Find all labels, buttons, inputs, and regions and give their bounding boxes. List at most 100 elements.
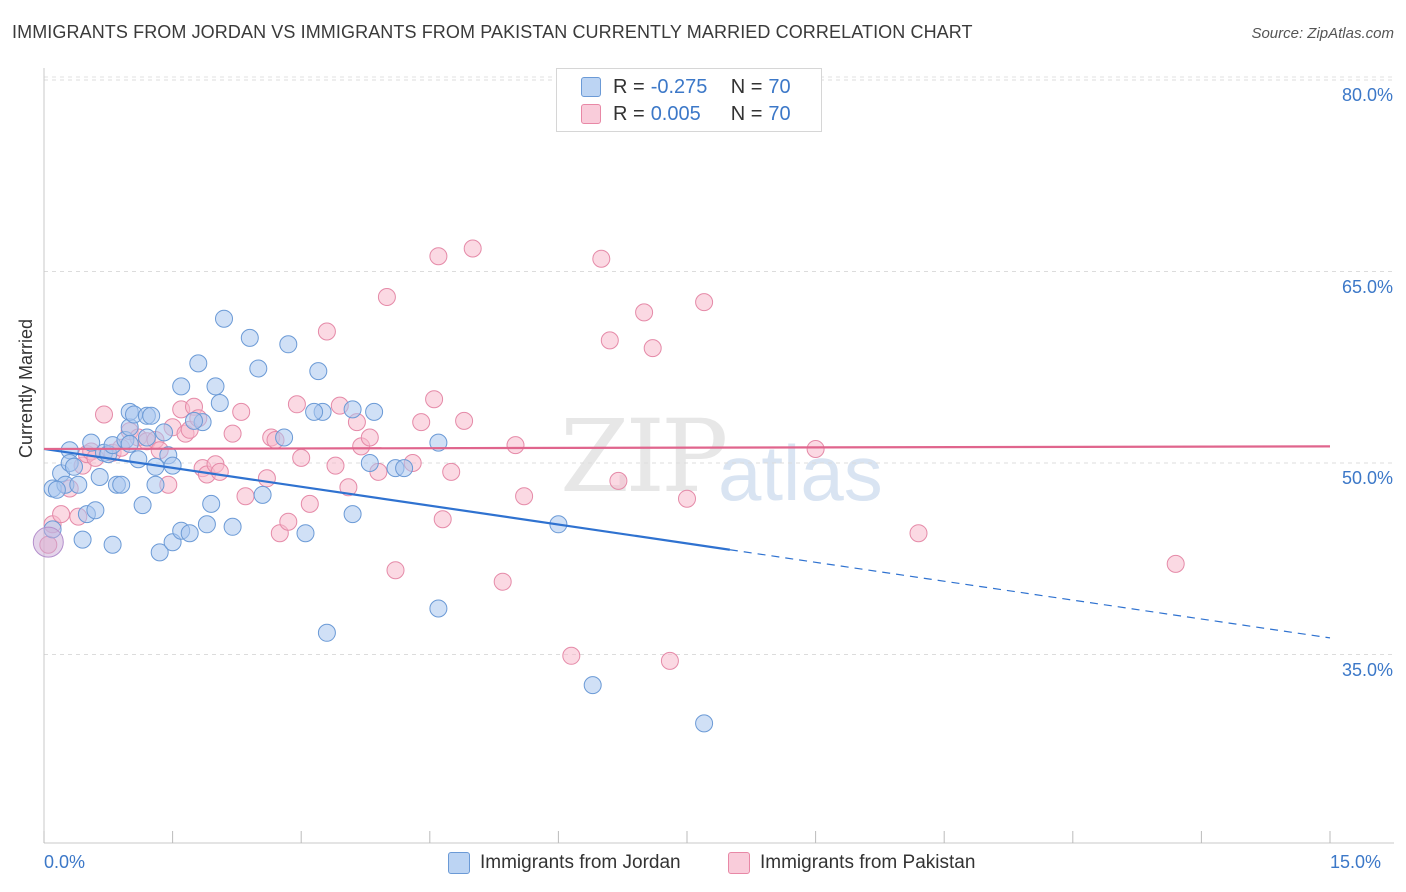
jordan-point [206,377,225,396]
jordan-point [279,335,298,354]
pakistan-point [592,249,611,268]
pakistan-point [515,487,534,506]
jordan-swatch [581,77,601,97]
jordan-legend-swatch [448,852,470,874]
grid-layer [44,76,1394,655]
pakistan-point [279,512,298,531]
series-legend: Immigrants from Jordan Immigrants from P… [0,852,1406,876]
pakistan-point [806,440,825,458]
jordan-point [275,428,294,447]
pakistan-legend-swatch [728,852,750,874]
jordan-point [150,543,169,562]
jordan-trend-line [43,447,731,551]
watermark-zip: ZIP [560,398,728,515]
correlation-legend: R = -0.275 N = 70 R = 0.005 N = 70 [556,68,822,132]
pakistan-point [223,424,242,443]
x-min-label: 0.0% [44,852,86,872]
jordan-point [309,362,328,381]
pakistan-point [463,239,482,258]
pakistan-point [678,489,696,508]
legend-row-pakistan: R = 0.005 N = 70 [581,102,791,126]
jordan-point [429,433,448,452]
jordan-point [137,428,156,447]
jordan-point [133,496,152,515]
legend-item-jordan[interactable]: Immigrants from Jordan [448,852,681,874]
pakistan-point [635,303,654,322]
legend-row-jordan: R = -0.275 N = 70 [581,75,791,99]
y-tick-label-2: 65.0% [1341,276,1393,297]
jordan-point [73,530,92,549]
jordan-point [65,457,83,476]
source-label: Source: ZipAtlas.com [1251,25,1394,42]
jordan-point [223,517,242,536]
jordan-trend-extension [729,549,1331,639]
pakistan-point [600,331,619,350]
jordan-point [47,480,66,499]
jordan-point [210,394,229,412]
y-tick-label-1: 50.0% [1341,468,1393,488]
jordan-point [695,714,714,733]
jordan-point [360,454,379,472]
pakistan-n-value: 70 [768,102,791,125]
pakistan-point [377,288,396,306]
jordan-point [146,475,165,494]
pakistan-point [257,469,276,488]
jordan-point [317,623,336,642]
pakistan-point [429,247,448,266]
jordan-point [215,309,233,328]
pakistan-point [360,428,379,447]
jordan-point [185,411,203,430]
jordan-point [129,450,148,469]
jordan-point [429,599,448,618]
jordan-point [90,468,109,486]
pakistan-point [386,561,405,580]
pakistan-point [455,411,474,430]
jordan-point [240,328,259,347]
axis-layer [43,68,1394,844]
pakistan-point [317,322,336,341]
pakistan-swatch [581,104,601,124]
pakistan-point [287,395,306,414]
pakistan-point [506,436,525,455]
jordan-point [155,423,173,442]
jordan-point [249,359,268,378]
pakistan-point [52,505,71,524]
pakistan-point [562,646,581,665]
jordan-point [112,475,131,494]
cluster-point [32,526,64,558]
series-pakistan-points [39,239,1185,670]
pakistan-trend-line [43,445,1331,451]
n-label: N = [730,75,763,98]
jordan-point [142,406,161,425]
jordan-legend-label: Immigrants from Jordan [480,852,681,873]
pakistan-point [232,402,251,421]
pakistan-point [442,462,461,481]
pakistan-point [210,462,229,481]
jordan-point [395,459,414,478]
pakistan-point [643,339,662,358]
jordan-point [103,535,122,554]
pakistan-point [95,405,113,424]
trend-layer [43,445,1331,639]
series-jordan-points [32,309,714,733]
jordan-point [69,475,88,494]
jordan-point [82,433,101,452]
watermark-atlas: atlas [718,429,883,517]
pakistan-point [695,293,714,312]
legend-item-pakistan[interactable]: Immigrants from Pakistan [728,852,975,874]
jordan-point [172,377,191,396]
pakistan-point [660,651,679,670]
pakistan-point [1166,554,1185,573]
pakistan-point [339,478,358,497]
pakistan-point [433,510,452,529]
jordan-point [365,402,384,421]
r-label: R = [613,102,645,125]
pakistan-point [300,494,319,513]
jordan-point [202,494,221,513]
jordan-point [189,354,208,373]
jordan-point [583,676,602,695]
jordan-point [305,402,324,421]
y-tick-label-3: 80.0% [1341,85,1393,105]
pakistan-point [609,471,628,490]
